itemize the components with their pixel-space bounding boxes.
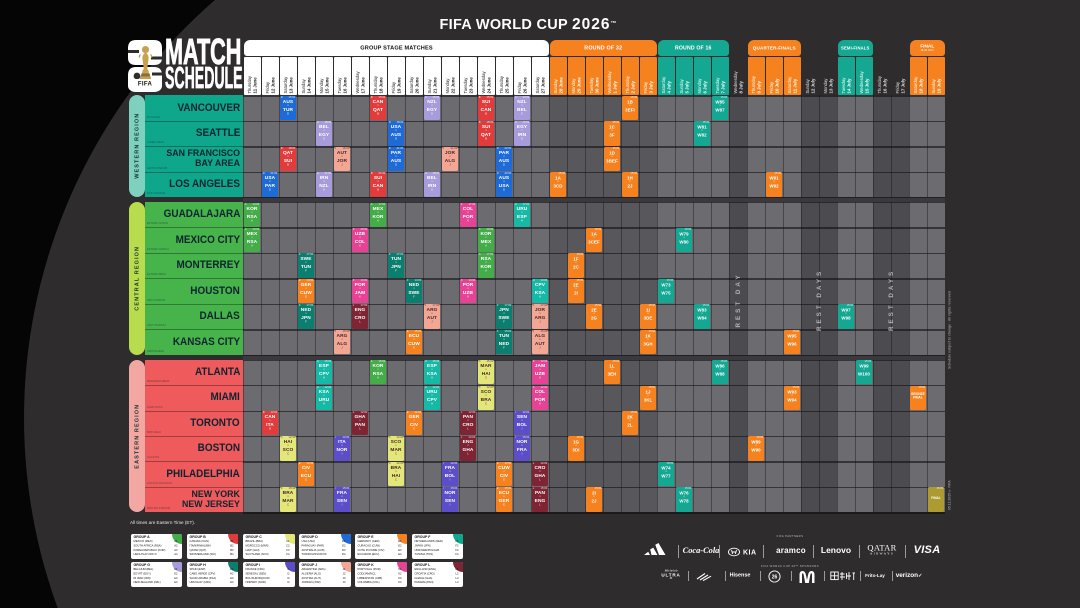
svg-text:26: 26 — [772, 575, 778, 581]
svg-text:KIA: KIA — [743, 550, 757, 557]
